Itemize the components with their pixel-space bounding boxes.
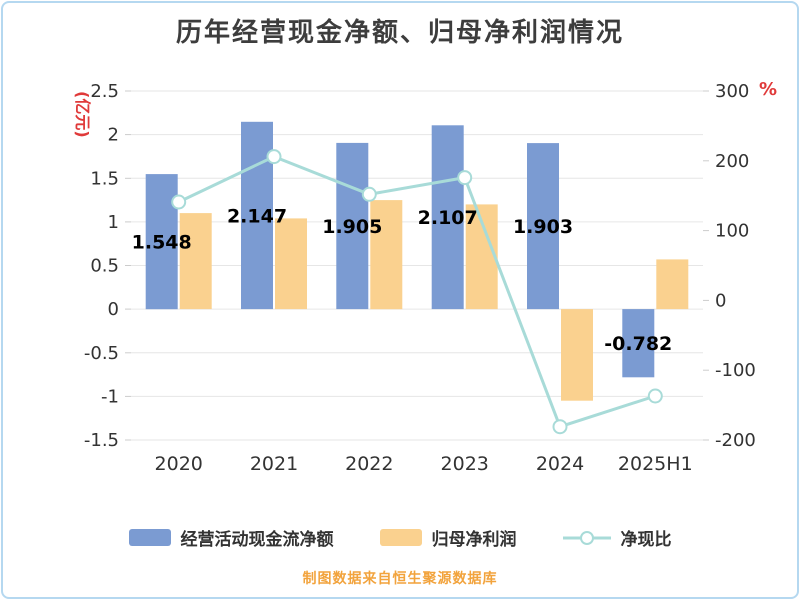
data-source-caption: 制图数据来自恒生聚源数据库	[302, 571, 498, 587]
chart-canvas: 2.5 2 1.5 1 0.5 0 -0.5 -1 -1.5 300 200 100 0 -100 -200…	[84, 81, 756, 475]
bar-cashflow-2020[interactable]	[145, 174, 178, 310]
legend-line-marker-icon	[562, 529, 611, 547]
right-axis-tick-label: 0	[715, 290, 726, 311]
bar-value-label: 1.548	[132, 232, 192, 254]
bar-netprofit-2021[interactable]	[275, 218, 307, 310]
left-axis-tick-label: -1	[101, 386, 119, 407]
x-axis-label: 2021	[250, 453, 298, 475]
legend-bar-swatch-orange-icon	[379, 529, 422, 546]
left-axis-tick-label: 1	[108, 212, 119, 233]
bar-cashflow-2024[interactable]	[527, 143, 559, 310]
cash-ratio-point-2022[interactable]	[361, 186, 377, 202]
right-axis-tick-label: 100	[715, 221, 749, 242]
cash-ratio-point-2025H1[interactable]	[647, 388, 663, 404]
right-axis-tick-label: 300	[715, 81, 749, 102]
cash-ratio-line	[178, 154, 656, 429]
left-axis-tick-label: -0.5	[84, 343, 119, 364]
left-axis-tick-label: 2	[108, 125, 119, 146]
legend-label-operating-cashflow: 经营活动现金流净额	[180, 530, 334, 550]
x-axis-label: 2020	[155, 453, 203, 475]
bar-cashflow-2025H1[interactable]	[622, 309, 655, 378]
chart-title: 历年经营现金净额、归母净利润情况	[175, 18, 624, 48]
left-axis-tick-label: 0.5	[90, 256, 119, 277]
legend-label-cash-ratio: 净现比	[620, 530, 672, 550]
bar-value-label: -0.782	[604, 333, 672, 355]
left-axis-unit-label: (亿元)	[73, 91, 92, 138]
cash-ratio-point-2024[interactable]	[552, 419, 568, 435]
legend-item-operating-cashflow[interactable]: 经营活动现金流净额	[128, 525, 334, 550]
left-axis-tick-label: -1.5	[84, 430, 119, 451]
x-axis-label: 2024	[536, 453, 584, 475]
bar-value-label: 1.903	[513, 216, 573, 238]
x-axis-label: 2023	[441, 453, 489, 475]
bar-cashflow-2022[interactable]	[336, 142, 369, 310]
bar-value-label: 2.107	[418, 207, 478, 229]
cash-ratio-point-2020[interactable]	[171, 194, 187, 210]
right-axis-unit-label: %	[758, 79, 777, 100]
bar-value-label: 2.147	[227, 206, 287, 228]
bar-netprofit-2020[interactable]	[179, 213, 212, 310]
left-axis-tick-label: 2.5	[90, 81, 119, 102]
bar-value-label: 1.905	[322, 216, 382, 238]
left-axis-tick-label: 0	[108, 299, 119, 320]
right-axis-tick-label: -100	[715, 360, 756, 381]
bar-netprofit-2024[interactable]	[561, 309, 593, 401]
legend-item-net-profit[interactable]: 归母净利润	[379, 525, 517, 550]
x-axis-label: 2025H1	[618, 453, 693, 475]
x-axis-label: 2022	[345, 453, 393, 475]
left-axis-tick-label: 1.5	[90, 168, 119, 189]
legend-label-net-profit: 归母净利润	[431, 530, 517, 550]
right-axis-tick-label: 200	[715, 151, 749, 172]
cash-ratio-point-2021[interactable]	[266, 149, 282, 165]
bar-netprofit-2022[interactable]	[370, 200, 403, 310]
legend: 经营活动现金流净额 归母净利润 净现比	[3, 525, 797, 550]
right-axis-tick-label: -200	[715, 430, 756, 451]
bar-cashflow-2023[interactable]	[431, 125, 464, 310]
legend-item-cash-ratio[interactable]: 净现比	[562, 525, 672, 550]
bar-netprofit-2025H1[interactable]	[656, 259, 689, 310]
cash-ratio-point-2023[interactable]	[457, 170, 473, 186]
legend-bar-swatch-blue-icon	[128, 529, 171, 546]
